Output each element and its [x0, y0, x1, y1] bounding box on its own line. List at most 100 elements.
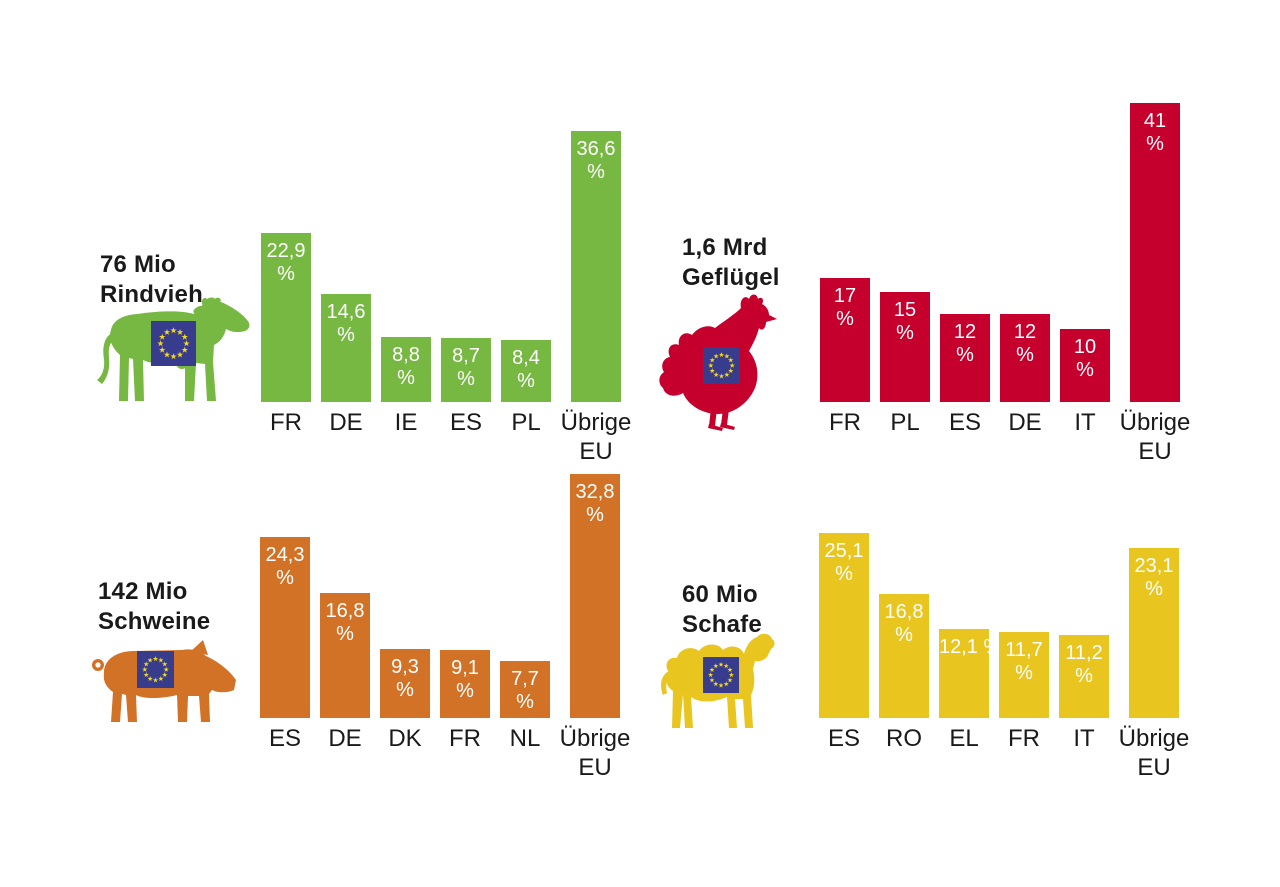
- bar: 22,9%: [261, 233, 311, 402]
- eu-flag-icon: [703, 347, 740, 384]
- bar: 16,8%: [320, 593, 370, 718]
- bar-country-label: FR: [829, 409, 861, 436]
- bar: 32,8%: [570, 474, 620, 718]
- bar-group-ES: 24,3% ES: [260, 537, 310, 782]
- bar-group-PL: 15% PL: [880, 292, 930, 466]
- bar-country-label: FR: [1008, 725, 1040, 752]
- bar-group-DK: 9,3% DK: [380, 649, 430, 782]
- bar: 12%: [1000, 314, 1050, 402]
- bar-group-ES: 8,7% ES: [441, 338, 491, 466]
- bar-group-RO: 16,8% RO: [879, 594, 929, 782]
- bar-country-label: IT: [1074, 409, 1096, 436]
- bar-country-label: Übrige EU: [1118, 725, 1190, 781]
- title-line: Schweine: [98, 608, 211, 635]
- bar-group-ES: 25,1% ES: [819, 533, 869, 782]
- pig-icon: [92, 640, 236, 722]
- bar-country-label: ES: [449, 409, 482, 436]
- chart-title-pigs: 142 Mio Schweine: [98, 577, 210, 637]
- bar-value-label: 23,1%: [1134, 555, 1174, 600]
- bar-value-label: 14,6%: [326, 301, 366, 346]
- title-line: 60 Mio: [682, 581, 758, 608]
- sheep-icon: [661, 633, 775, 728]
- bar: 8,7%: [441, 338, 491, 402]
- bar-value-label: 24,3%: [265, 544, 305, 589]
- bar-chart-pigs: 24,3% ES 16,8% DE 9,3% DK 9,1% FR 7,7% NL 32,8% Übr…: [260, 474, 630, 782]
- bar-value-label: 10%: [1073, 336, 1097, 381]
- bar-value-label: 12%: [953, 321, 977, 366]
- title-line: Schafe: [682, 611, 762, 638]
- bar-value-label: 36,6%: [576, 138, 616, 183]
- bar-value-label: 7,7%: [511, 668, 539, 713]
- bar: 11,2%: [1059, 635, 1109, 718]
- bar-value-label: 11,2%: [1065, 642, 1103, 687]
- bar-value-label: 16,8%: [325, 600, 365, 645]
- bar: 12%: [940, 314, 990, 402]
- bar-group-Übrige EU: 36,6% Übrige EU: [561, 131, 631, 466]
- bar: 14,6%: [321, 294, 371, 402]
- bar-value-label: 8,8%: [392, 344, 420, 389]
- bar-value-label: 15%: [893, 299, 917, 344]
- bar-group-DE: 16,8% DE: [320, 593, 370, 782]
- bar-group-Übrige EU: 41% Übrige EU: [1120, 103, 1190, 466]
- bar-value-label: 9,1%: [451, 657, 479, 702]
- bar: 10%: [1060, 329, 1110, 402]
- bar-country-label: Übrige EU: [559, 725, 631, 781]
- bar-group-DE: 14,6% DE: [321, 294, 371, 466]
- bar-value-label: 9,3%: [391, 656, 419, 701]
- bar: 12,1 %: [939, 629, 1002, 718]
- bar-country-label: FR: [270, 409, 302, 436]
- eu-flag-icon: [151, 321, 196, 366]
- bar: 23,1%: [1129, 548, 1179, 718]
- bar-country-label: IE: [394, 409, 418, 436]
- bar-group-Übrige EU: 32,8% Übrige EU: [560, 474, 630, 782]
- title-line: Geflügel: [682, 264, 780, 291]
- bar-country-label: NL: [509, 725, 541, 752]
- bar-value-label: 17%: [833, 285, 857, 330]
- bar-country-label: ES: [268, 725, 301, 752]
- bar: 24,3%: [260, 537, 310, 718]
- bar-group-IE: 8,8% IE: [381, 337, 431, 466]
- bar: 8,8%: [381, 337, 431, 402]
- bar-value-label: 16,8%: [884, 601, 924, 646]
- bar: 17%: [820, 278, 870, 402]
- title-line: 76 Mio: [100, 251, 176, 278]
- bar-value-label: 8,7%: [452, 345, 480, 390]
- bar-group-EL: 12,1 % EL: [939, 629, 1002, 782]
- bar-group-FR: 17% FR: [820, 278, 870, 466]
- bar-group-NL: 7,7% NL: [500, 661, 550, 782]
- bar-country-label: IT: [1073, 725, 1095, 752]
- bar-group-FR: 9,1% FR: [440, 650, 490, 782]
- bar-group-Übrige EU: 23,1% Übrige EU: [1119, 548, 1189, 782]
- bar: 7,7%: [500, 661, 550, 718]
- bar: 15%: [880, 292, 930, 402]
- title-line: Rindvieh: [100, 281, 203, 308]
- bar-country-label: DE: [329, 409, 363, 436]
- title-line: 142 Mio: [98, 578, 188, 605]
- bar-group-FR: 11,7% FR: [999, 632, 1049, 782]
- bar-country-label: Übrige EU: [560, 409, 632, 465]
- bar-country-label: DK: [388, 725, 422, 752]
- bar-group-PL: 8,4% PL: [501, 340, 551, 466]
- bar-value-label: 12,1 %: [939, 636, 1002, 658]
- bar: 11,7%: [999, 632, 1049, 718]
- bar: 25,1%: [819, 533, 869, 718]
- bar-group-ES: 12% ES: [940, 314, 990, 466]
- bar-country-label: DE: [1008, 409, 1042, 436]
- bar-country-label: ES: [948, 409, 981, 436]
- bar-value-label: 25,1%: [824, 540, 864, 585]
- bar-chart-poultry: 17% FR 15% PL 12% ES 12% DE 10% IT 41% Übrige EU: [820, 103, 1190, 466]
- bar-country-label: DE: [328, 725, 362, 752]
- bar-group-FR: 22,9% FR: [261, 233, 311, 466]
- bar-country-label: ES: [827, 725, 860, 752]
- bar-chart-sheep: 25,1% ES 16,8% RO 12,1 % EL 11,7% FR 11,2% IT 23,1…: [819, 533, 1189, 782]
- bar: 9,1%: [440, 650, 490, 718]
- bar-group-IT: 10% IT: [1060, 329, 1110, 466]
- chart-title-cattle: 76 Mio Rindvieh: [100, 250, 203, 310]
- chart-title-poultry: 1,6 Mrd Geflügel: [682, 233, 780, 293]
- bar-value-label: 11,7%: [1005, 639, 1043, 684]
- bar-country-label: PL: [890, 409, 920, 436]
- cow-icon: [97, 297, 250, 401]
- eu-flag-icon: [137, 651, 174, 688]
- bar-country-label: PL: [511, 409, 541, 436]
